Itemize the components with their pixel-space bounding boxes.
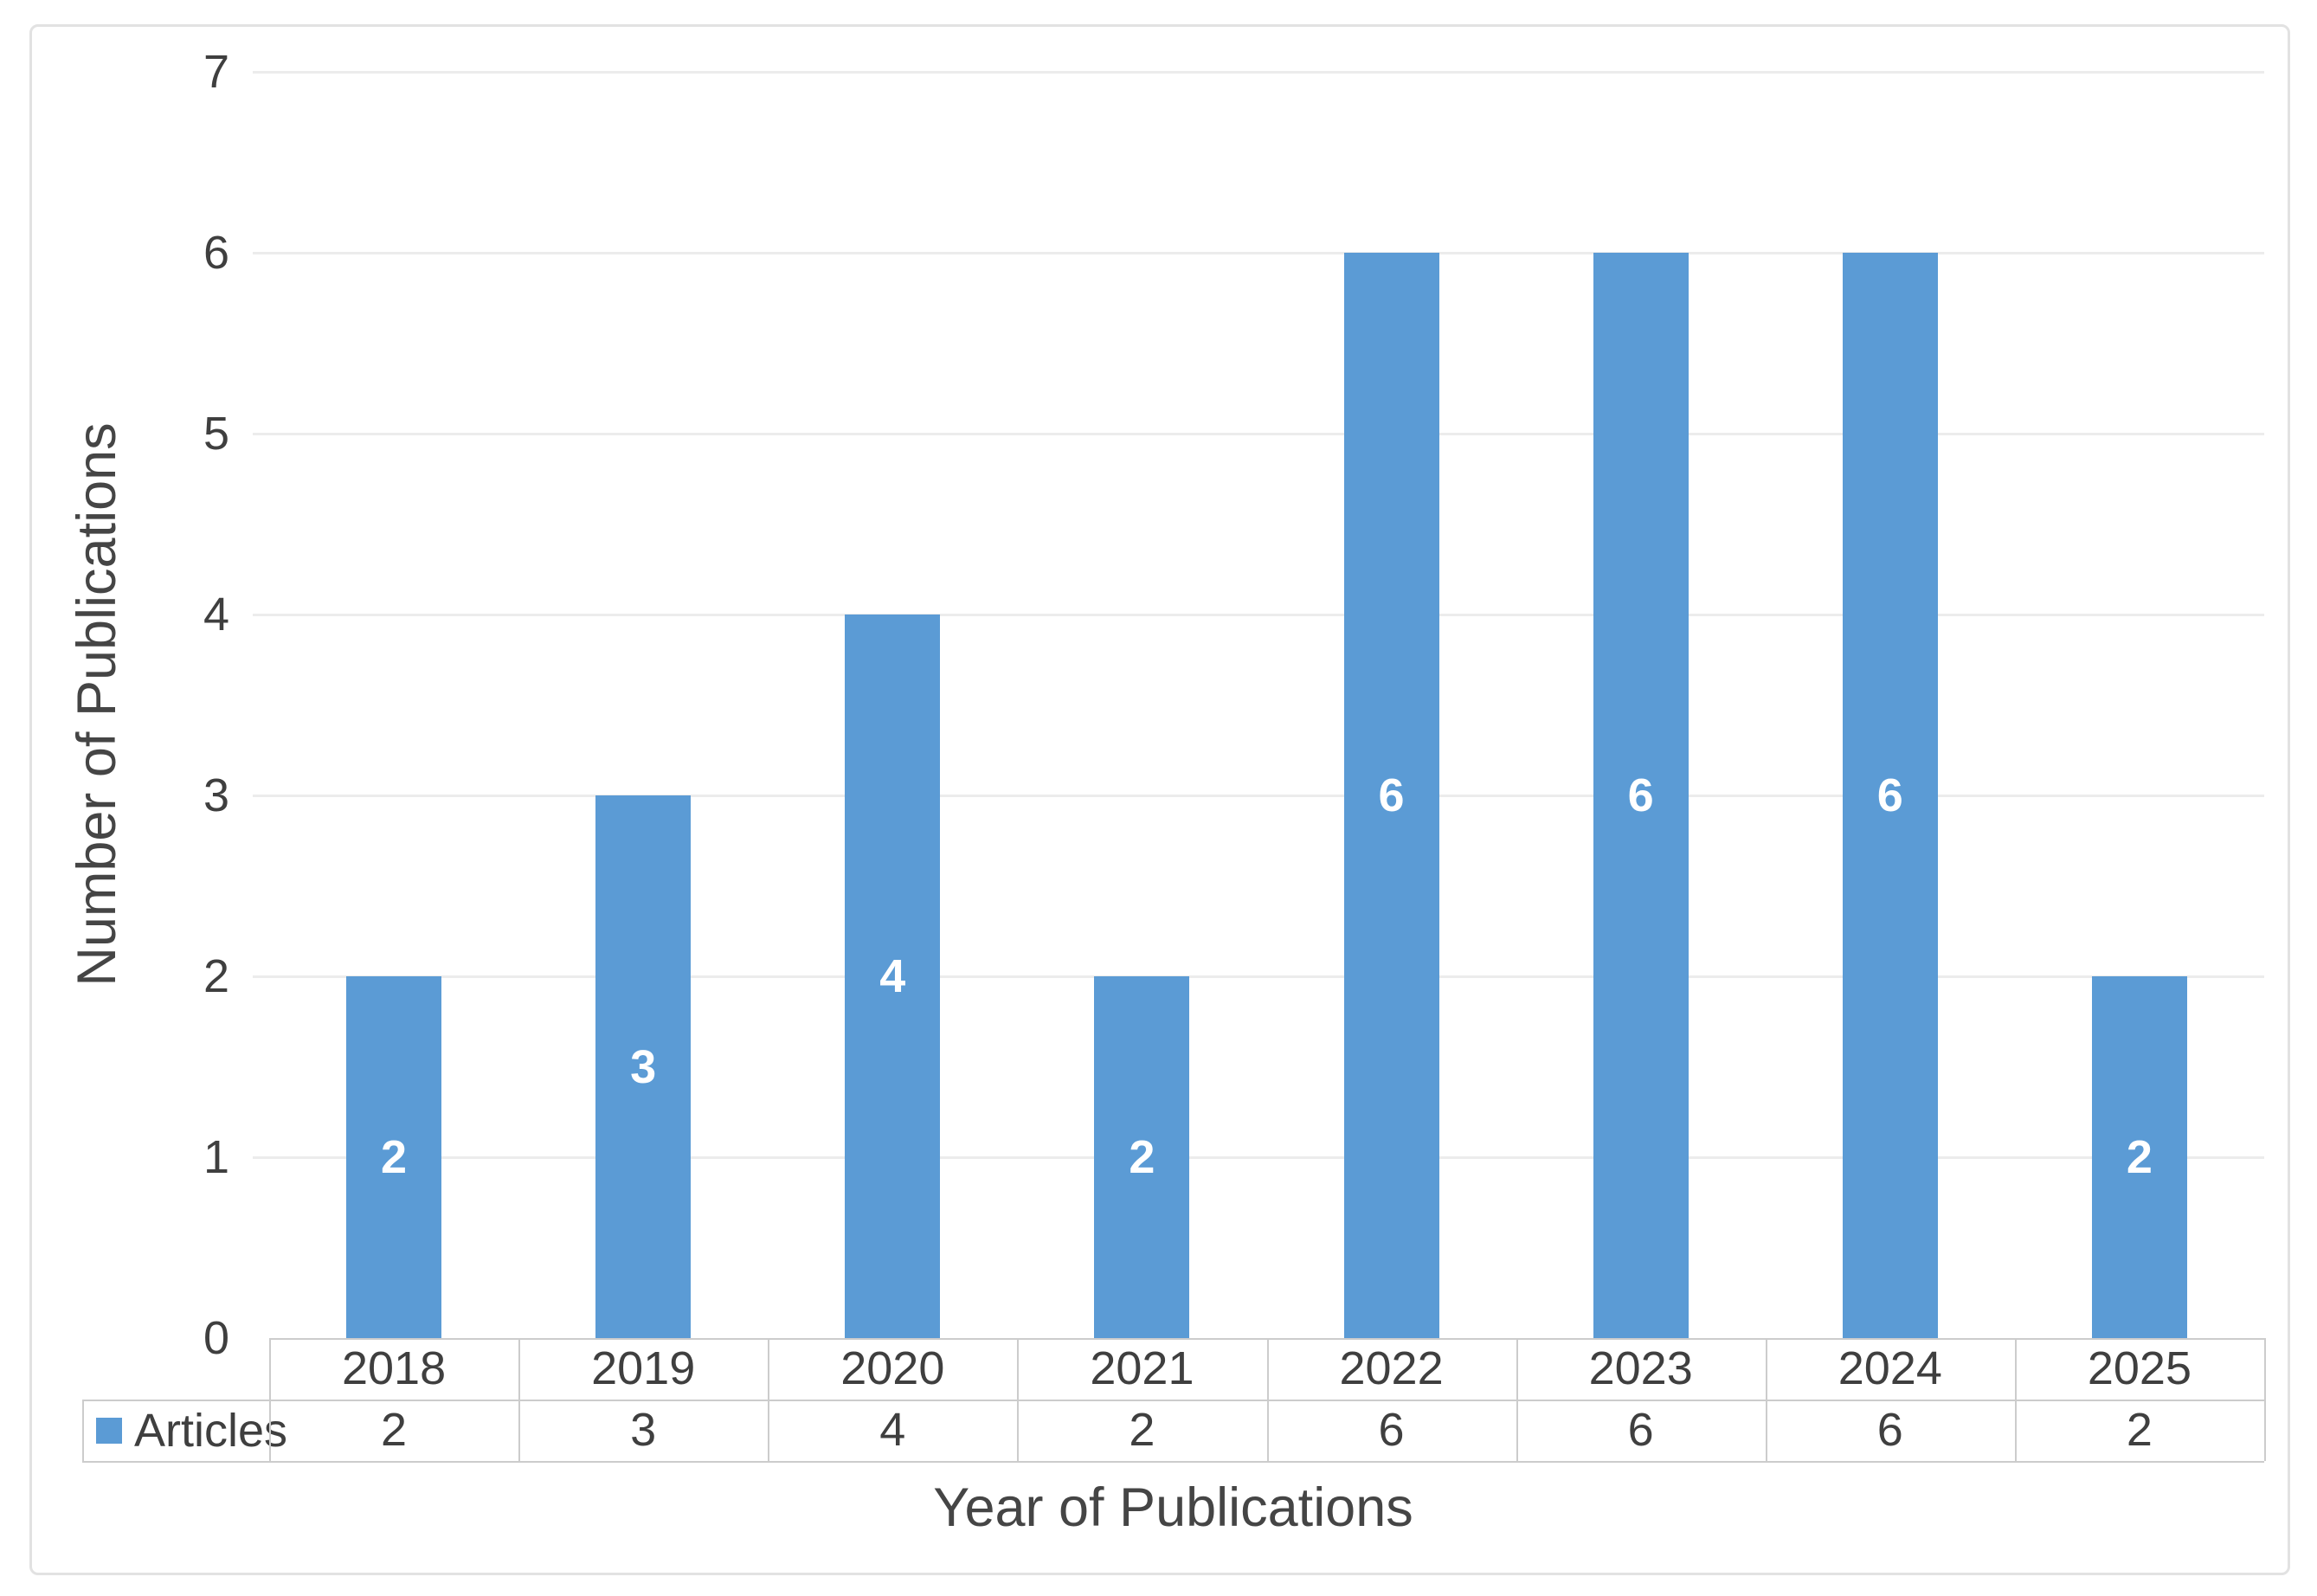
legend-cell: Articles [82, 1400, 287, 1461]
table-border-line [1516, 1338, 1518, 1461]
year-header-cell: 2019 [591, 1342, 696, 1394]
y-axis-tick-label: 1 [203, 1131, 229, 1183]
year-header-cell: 2018 [341, 1342, 447, 1394]
gridline [253, 71, 2264, 74]
value-cell: 4 [879, 1404, 906, 1456]
y-axis-tick-label: 3 [203, 769, 229, 821]
year-header-cell: 2025 [2087, 1342, 2191, 1394]
table-border-line [2264, 1338, 2266, 1461]
value-cell: 2 [1129, 1404, 1155, 1456]
table-border-line [2014, 1338, 2017, 1461]
table-border-line [269, 1338, 271, 1461]
legend-series-label: Articles [134, 1404, 288, 1457]
bar-value-label: 2 [1129, 1131, 1155, 1183]
year-header-cell: 2023 [1588, 1342, 1693, 1394]
bar-2020: 4 [845, 615, 941, 1338]
gridline [253, 252, 2264, 254]
year-header-cell: 2021 [1090, 1342, 1194, 1394]
y-axis-tick-label: 6 [203, 227, 229, 279]
y-axis-tick-label: 2 [203, 950, 229, 1002]
value-cell: 3 [630, 1404, 657, 1456]
year-header-cell: 2020 [840, 1342, 945, 1394]
value-cell: 6 [1876, 1404, 1903, 1456]
table-border-line [82, 1400, 2264, 1401]
gridline [253, 975, 2264, 978]
bar-2022: 6 [1343, 253, 1439, 1338]
bar-2019: 3 [595, 795, 692, 1338]
bar-2018: 2 [346, 976, 442, 1338]
bar-value-label: 6 [1627, 769, 1654, 821]
table-border-line [1017, 1338, 1020, 1461]
gridline [253, 795, 2264, 797]
gridline [253, 433, 2264, 435]
table-border-line [1765, 1338, 1767, 1461]
y-axis-tick-label: 5 [203, 408, 229, 460]
y-axis-tick-label: 7 [203, 46, 229, 98]
bar-value-label: 2 [381, 1131, 408, 1183]
bar-value-label: 2 [2126, 1131, 2153, 1183]
x-axis-title: Year of Publications [933, 1477, 1413, 1538]
value-cell: 6 [1378, 1404, 1405, 1456]
year-header-cell: 2022 [1339, 1342, 1444, 1394]
bar-2021: 2 [1094, 976, 1190, 1338]
table-border-line [518, 1338, 521, 1461]
bar-2023: 6 [1593, 253, 1689, 1338]
legend-key-icon [96, 1417, 122, 1444]
table-border-line [82, 1400, 84, 1461]
value-cell: 2 [2126, 1404, 2153, 1456]
y-axis-tick-label: 4 [203, 589, 229, 640]
value-cell: 2 [381, 1404, 408, 1456]
bar-value-label: 3 [630, 1040, 657, 1093]
bar-value-label: 6 [1876, 769, 1903, 821]
year-header-cell: 2024 [1838, 1342, 1942, 1394]
bar-value-label: 4 [879, 950, 906, 1002]
table-border-line [768, 1338, 770, 1461]
value-cell: 6 [1627, 1404, 1654, 1456]
bar-value-label: 6 [1378, 769, 1405, 821]
table-border-line [82, 1461, 2264, 1463]
table-border-line [1266, 1338, 1269, 1461]
bar-2024: 6 [1842, 253, 1938, 1338]
bar-2025: 2 [2091, 976, 2187, 1338]
y-axis-title: Number of Publications [67, 422, 127, 987]
gridline [253, 614, 2264, 616]
gridline [253, 1156, 2264, 1159]
y-axis-tick-label: 0 [203, 1312, 229, 1364]
